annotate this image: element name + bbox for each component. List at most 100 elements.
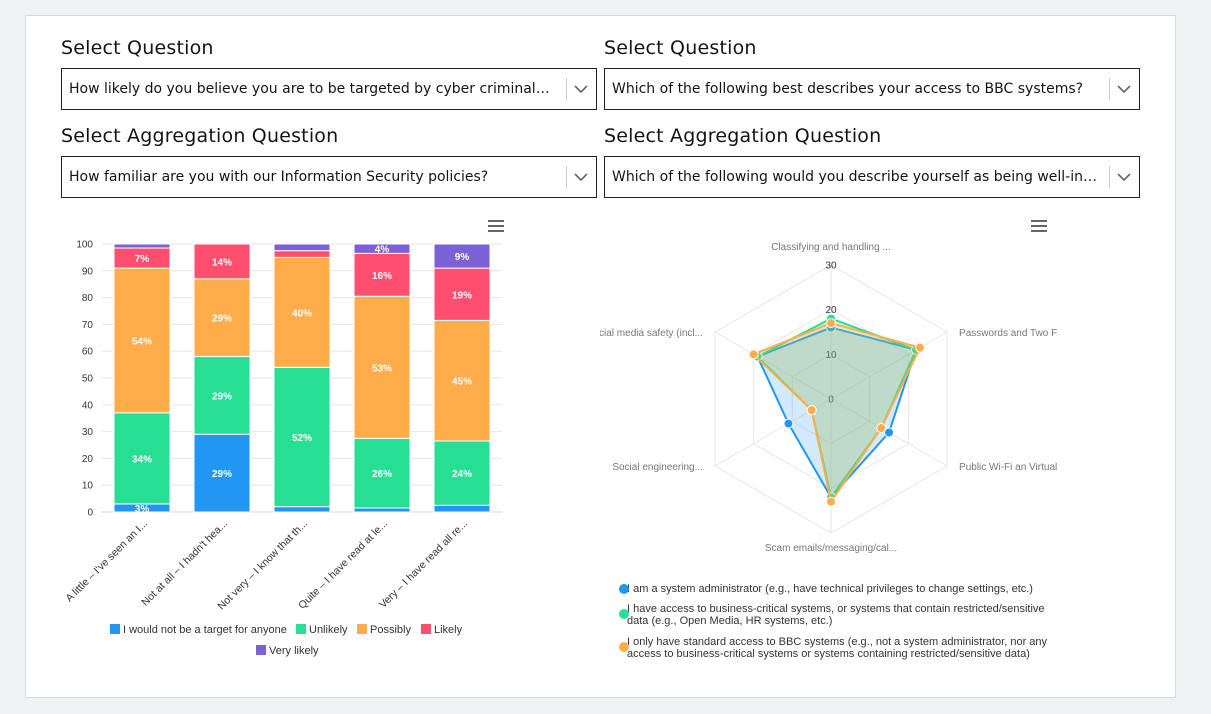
chevron-down-icon[interactable] xyxy=(1116,167,1132,187)
bar-data-label: 40% xyxy=(292,308,312,319)
bar-data-label: 16% xyxy=(372,271,392,282)
bar-segment[interactable] xyxy=(353,295,411,439)
radial-tick-label: 20 xyxy=(825,305,837,316)
legend-item[interactable]: I have access to business-critical syste… xyxy=(619,603,1049,627)
bar-segment[interactable] xyxy=(273,366,331,508)
aggregation-select-right[interactable]: Which of the following would you describ… xyxy=(604,156,1140,198)
radar-point[interactable] xyxy=(783,418,794,429)
y-tick-label: 10 xyxy=(82,481,94,492)
legend-item[interactable]: Possibly xyxy=(357,624,411,636)
bar-segment[interactable] xyxy=(433,440,491,506)
radar-point[interactable] xyxy=(884,427,895,438)
x-tick-label: Not very – I know that th... xyxy=(215,518,310,613)
radar-point[interactable] xyxy=(826,496,836,507)
legend-label: I have access to business-critical syste… xyxy=(627,603,1045,627)
bar-data-label: 54% xyxy=(132,336,152,347)
chevron-down-icon[interactable] xyxy=(573,79,589,99)
bar-segment[interactable] xyxy=(273,506,331,513)
bar-data-label: 52% xyxy=(292,433,312,444)
radar-axis-label: Scam emails/messaging/cal... xyxy=(765,543,897,554)
bar-segment[interactable] xyxy=(113,243,171,249)
bar-segment[interactable] xyxy=(353,252,411,297)
bar-segment[interactable] xyxy=(353,243,411,254)
y-tick-label: 0 xyxy=(87,508,93,519)
legend-swatch xyxy=(619,609,629,619)
legend-swatch xyxy=(619,584,629,594)
bar-segment[interactable] xyxy=(193,278,251,358)
radar-point[interactable] xyxy=(826,318,836,329)
legend-label: Possibly xyxy=(370,624,411,636)
bar-segment[interactable] xyxy=(433,319,491,442)
bar-data-label: 9% xyxy=(455,252,470,263)
bar-data-label: 34% xyxy=(132,454,152,465)
radar-spoke xyxy=(714,331,832,400)
select-separator xyxy=(1109,166,1110,188)
radar-point[interactable] xyxy=(748,349,759,360)
bar-segment[interactable] xyxy=(193,433,251,513)
y-tick-label: 40 xyxy=(82,400,94,411)
select-aggregation-label-left: Select Aggregation Question xyxy=(61,125,339,147)
legend-swatch xyxy=(110,624,120,634)
radar-point[interactable] xyxy=(876,423,887,434)
chevron-down-icon[interactable] xyxy=(1116,79,1132,99)
radar-chart: 0 10 20 30 Classifying and handling ... Passw… xyxy=(600,242,1057,554)
y-tick-label: 80 xyxy=(82,293,94,304)
x-tick-label: A little – I've seen an I... xyxy=(63,518,150,605)
select-question-label-right: Select Question xyxy=(604,37,757,59)
radar-axis-label: cial media safety (incl... xyxy=(600,328,703,339)
bar-data-label: 24% xyxy=(452,469,472,480)
question-select-value: Which of the following best describes yo… xyxy=(612,81,1084,97)
radar-axis-label: Public Wi-Fi an Virtual xyxy=(959,462,1057,473)
legend-item[interactable]: I only have standard access to BBC syste… xyxy=(619,636,1049,660)
legend-swatch xyxy=(357,624,367,634)
legend-label: I am a system administrator (e.g., have … xyxy=(627,583,1033,595)
radial-tick-label: 0 xyxy=(828,395,834,406)
bar-segment[interactable] xyxy=(433,243,491,269)
radar-axis-label: Passwords and Two F xyxy=(959,328,1057,339)
chevron-down-icon[interactable] xyxy=(573,167,589,187)
select-separator xyxy=(566,166,567,188)
legend-swatch xyxy=(421,624,431,634)
radar-point[interactable] xyxy=(806,405,817,416)
legend-item[interactable]: Very likely xyxy=(256,645,319,657)
bar-segment[interactable] xyxy=(273,243,331,252)
bar-segment[interactable] xyxy=(433,504,491,513)
legend-label: I would not be a target for anyone xyxy=(123,624,287,636)
aggregation-select-value: How familiar are you with our Informatio… xyxy=(69,169,489,185)
select-separator xyxy=(1109,78,1110,100)
y-tick-label: 70 xyxy=(82,320,94,331)
bar-data-label: 19% xyxy=(452,290,472,301)
question-select-left[interactable]: How likely do you believe you are to be … xyxy=(61,68,597,110)
legend-item[interactable]: Likely xyxy=(421,624,462,636)
bar-data-label: 45% xyxy=(452,377,472,388)
aggregation-select-left[interactable]: How familiar are you with our Informatio… xyxy=(61,156,597,198)
x-tick-label: Very – I have read all re... xyxy=(377,518,470,611)
bar-segment[interactable] xyxy=(353,507,411,513)
bar-segment[interactable] xyxy=(273,250,331,258)
bar-data-label: 53% xyxy=(372,363,392,374)
bar-data-label: 29% xyxy=(212,391,232,402)
bar-data-label: 7% xyxy=(135,254,150,265)
legend-item[interactable]: I am a system administrator (e.g., have … xyxy=(619,583,1049,595)
chart-menu-icon[interactable] xyxy=(1031,220,1047,232)
bar-segment[interactable] xyxy=(353,437,411,509)
radar-axis-label: Classifying and handling ... xyxy=(771,242,891,253)
x-tick-label: Not at all – I hadn't hea... xyxy=(139,518,230,609)
bar-data-label: 29% xyxy=(212,469,232,480)
bar-data-label: 29% xyxy=(212,314,232,325)
bar-segment[interactable] xyxy=(113,267,171,414)
stacked-bar-chart: 0 10 20 30 40 50 60 70 80 90 100 3% 34% 54% 7% A little… xyxy=(63,240,502,613)
x-tick-label: Quite – I have read at le... xyxy=(296,518,390,612)
legend-swatch xyxy=(256,645,266,655)
aggregation-select-value: Which of the following would you describ… xyxy=(612,169,1097,185)
y-tick-label: 50 xyxy=(82,374,94,385)
chart-menu-icon[interactable] xyxy=(488,220,504,232)
legend-item[interactable]: I would not be a target for anyone xyxy=(110,624,287,636)
radial-tick-label: 10 xyxy=(825,350,837,361)
bar-segment[interactable] xyxy=(193,243,251,280)
question-select-right[interactable]: Which of the following best describes yo… xyxy=(604,68,1140,110)
radar-point[interactable] xyxy=(914,342,925,353)
bar-data-label: 26% xyxy=(372,469,392,480)
legend-item[interactable]: Unlikely xyxy=(296,624,348,636)
bar-segment[interactable] xyxy=(433,267,491,321)
